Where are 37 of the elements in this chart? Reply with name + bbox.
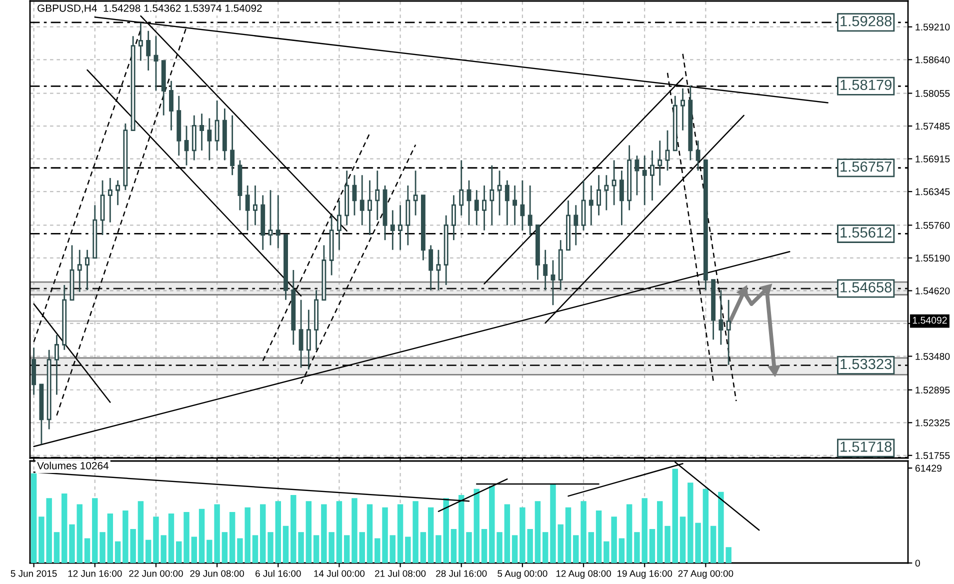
- ref-line-label: 1.54092: [912, 316, 947, 324]
- x-tick-label: 21 Jul 08:00: [375, 570, 426, 577]
- y-tick-label: 1.58055: [916, 90, 950, 97]
- x-tick-label: 19 Aug 16:00: [617, 570, 672, 579]
- x-tick-label: 5 Aug 00:00: [498, 570, 548, 579]
- ref-line-label: 1.55612: [840, 227, 892, 238]
- ref-line-label: 1.59288: [840, 16, 892, 26]
- y-tick-label: 1.53480: [916, 352, 950, 360]
- y-tick-label: 1.52325: [916, 419, 950, 426]
- y-tick-label: 1.54620: [916, 287, 950, 294]
- chart-title: GBPUSD,H4 1.54298 1.54362 1.53974 1.54092: [38, 4, 262, 14]
- y-tick-label: 1.56915: [916, 156, 950, 162]
- y-tick-label: 1.59210: [916, 24, 950, 30]
- x-tick-label: 29 Jun 08:00: [190, 570, 244, 577]
- y-tick-label: 61429: [915, 464, 942, 472]
- ref-line-label: 1.58179: [840, 80, 892, 90]
- x-tick-label: 6 Jul 16:00: [256, 570, 301, 577]
- ref-line-label: 1.53323: [840, 358, 892, 370]
- y-tick-label: 1.58640: [916, 56, 950, 64]
- y-tick-label: 1.55760: [916, 222, 950, 229]
- ref-line-label: 1.51718: [840, 442, 892, 452]
- x-tick-label: 27 Aug 00:00: [678, 570, 734, 579]
- x-tick-label: 28 Jul 16:00: [436, 570, 487, 577]
- x-tick-label: 22 Jun 00:00: [129, 570, 183, 577]
- ref-line-label: 1.56757: [840, 161, 892, 172]
- y-tick-label: 1.52895: [916, 386, 950, 394]
- y-tick-label: 0: [915, 560, 920, 567]
- x-tick-label: 12 Aug 08:00: [556, 570, 611, 579]
- x-tick-label: 12 Jun 16:00: [68, 570, 122, 577]
- ref-line-label: 1.54658: [840, 282, 892, 292]
- x-tick-label: 14 Jul 00:00: [314, 570, 365, 577]
- x-tick-label: 5 Jun 2015: [10, 570, 57, 577]
- y-tick-label: 1.56345: [916, 188, 950, 196]
- y-tick-label: 1.51755: [916, 452, 950, 460]
- y-tick-label: 1.57485: [916, 122, 950, 130]
- chart-title: Volumes 10264: [37, 462, 109, 470]
- y-tick-label: 1.55190: [916, 254, 950, 262]
